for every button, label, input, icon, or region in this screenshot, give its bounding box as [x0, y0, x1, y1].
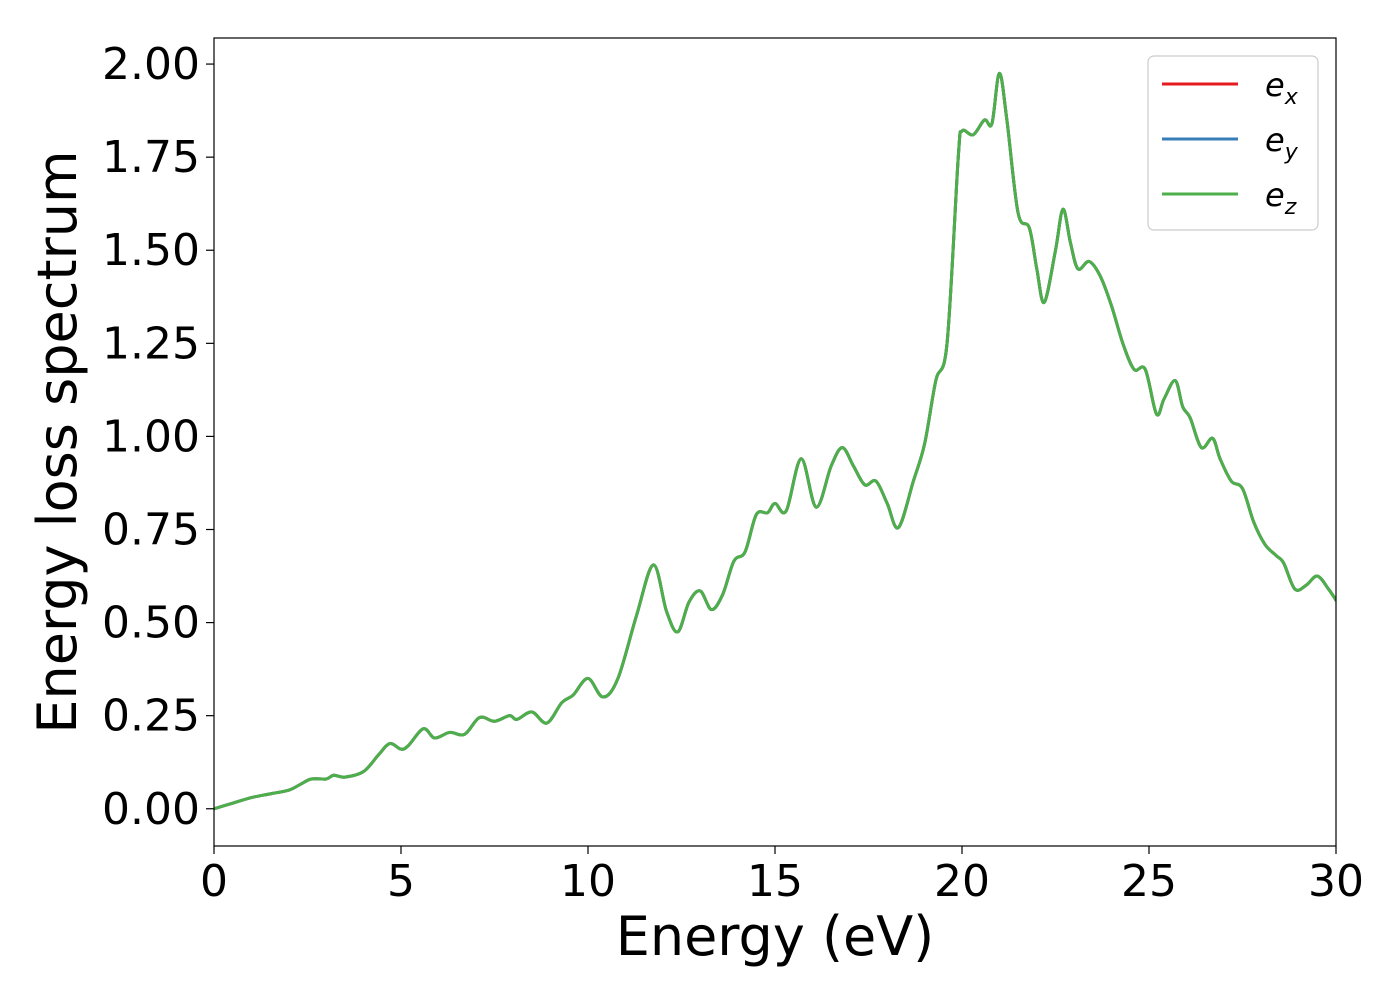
y-tick-label: 1.50: [102, 225, 200, 276]
x-tick-label: 20: [934, 856, 990, 907]
y-tick-label: 0.00: [102, 784, 200, 835]
x-tick-label: 5: [387, 856, 415, 907]
x-tick-label: 10: [560, 856, 616, 907]
x-tick-label: 30: [1308, 856, 1364, 907]
y-tick-label: 1.75: [102, 132, 200, 183]
y-tick-label: 1.00: [102, 411, 200, 462]
y-tick-label: 0.50: [102, 598, 200, 649]
y-tick-label: 0.25: [102, 691, 200, 742]
y-tick-label: 1.25: [102, 318, 200, 369]
x-tick-label: 0: [200, 856, 228, 907]
y-axis: 0.00 0.25 0.50 0.75 1.00 1.25 1.50 1.75 2.00: [102, 39, 214, 835]
series-layer: [214, 71, 1336, 811]
x-tick-label: 25: [1121, 856, 1177, 907]
y-tick-label: 0.75: [102, 505, 200, 556]
y-tick-label: 2.00: [102, 39, 200, 90]
x-axis-label: Energy (eV): [616, 905, 935, 968]
x-axis: 0 5 10 15 20 25 30: [200, 846, 1364, 907]
legend-box: [1147, 55, 1319, 231]
x-tick-label: 15: [747, 856, 803, 907]
series-line-z: [214, 71, 1336, 811]
y-axis-label: Energy loss spectrum: [26, 150, 89, 733]
